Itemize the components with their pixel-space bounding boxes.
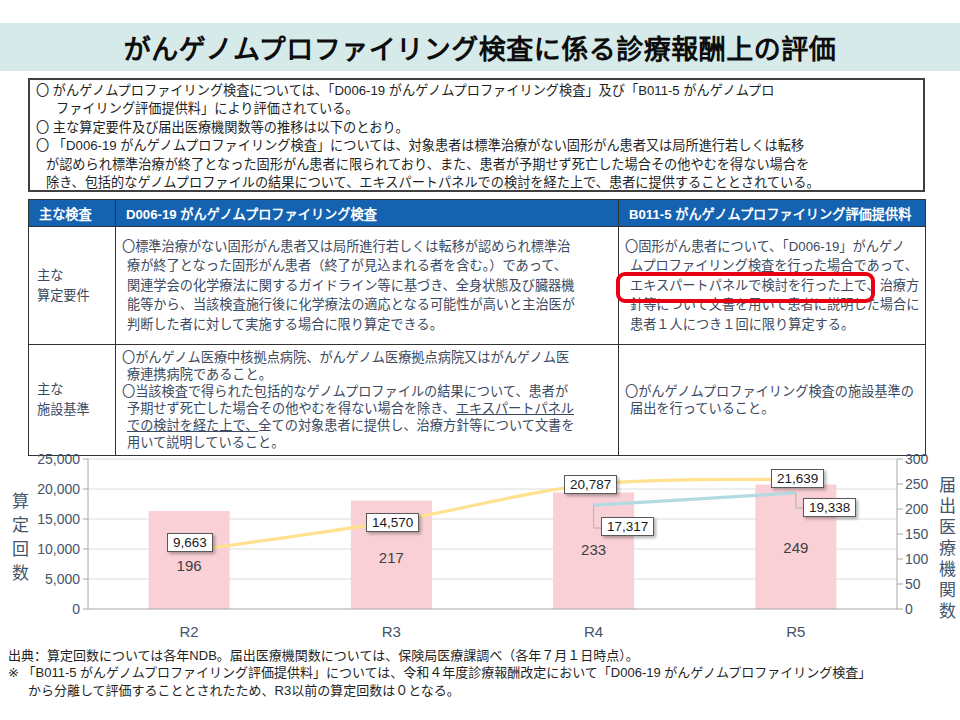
x-axis-label: R4 xyxy=(564,623,624,640)
chart-line xyxy=(189,479,796,551)
row-label-shisetsu: 主な 施設基準 xyxy=(29,345,116,456)
fee-table: 主な検査 D006-19 がんゲノムプロファイリング検査 B011-5 がんゲノ… xyxy=(28,199,926,456)
bar-value-label: 233 xyxy=(564,541,624,558)
y-axis-right-tick: 300 xyxy=(905,451,947,467)
table-header-d006: D006-19 がんゲノムプロファイリング検査 xyxy=(116,200,619,227)
y-axis-left-tick: 0 xyxy=(18,601,80,617)
intro-box: 〇 がんゲノムプロファイリング検査については、「D006-19 がんゲノムプロフ… xyxy=(28,78,925,192)
y-axis-left-tick: 25,000 xyxy=(18,451,80,467)
x-axis-label: R2 xyxy=(159,623,219,640)
intro-bullet-2: 〇 主な算定要件及び届出医療機関数等の推移は以下のとおり。 xyxy=(36,119,917,137)
cell-shisetsu-b011: 〇がんゲノムプロファイリング検査の施設基準の 届出を行っていること。 xyxy=(619,345,926,456)
data-label-d006: 9,663 xyxy=(167,533,213,552)
cell-shisetsu-d006: 〇がんゲノム医療中核拠点病院、がんゲノム医療拠点病院又はがんゲノム医 療連携病院… xyxy=(116,345,619,456)
data-label-d006: 21,639 xyxy=(771,469,824,488)
cell-santei-d006: 〇標準治療がない固形がん患者又は局所進行若しくは転移が認められ標準治 療が終了と… xyxy=(116,227,619,345)
footnote: ※ 「B011-5 がんゲノムプロファイリング評価提供料」については、令和４年度… xyxy=(8,664,871,699)
table-header-kensa: 主な検査 xyxy=(29,200,116,227)
y-axis-right-title: 届出医療機関数 xyxy=(933,476,958,623)
red-highlight-box xyxy=(616,272,875,303)
data-label-d006: 14,570 xyxy=(366,513,419,532)
source-note: 出典：算定回数については各年NDB。届出医療機関数については、保険局医療課調べ（… xyxy=(8,647,639,664)
x-axis-label: R3 xyxy=(361,623,421,640)
page-title: がんゲノムプロファイリング検査に係る診療報酬上の評価 xyxy=(124,28,837,67)
data-label-b011: 19,338 xyxy=(803,498,856,517)
intro-bullet-3: 〇 「D006-19 がんゲノムプロファイリング検査」については、対象患者は標準… xyxy=(36,137,917,192)
x-axis-label: R5 xyxy=(766,623,826,640)
title-band: がんゲノムプロファイリング検査に係る診療報酬上の評価 xyxy=(0,23,960,71)
bar-value-label: 217 xyxy=(361,549,421,566)
y-axis-left-title: 算定回数 xyxy=(6,492,31,588)
cell-santei-b011: 〇固形がん患者について、「D006-19」がんゲノムプロファイリング検査を行った… xyxy=(619,227,926,345)
data-label-d006: 20,787 xyxy=(564,475,617,494)
data-label-b011: 17,317 xyxy=(601,517,654,536)
intro-bullet-1: 〇 がんゲノムプロファイリング検査については、「D006-19 がんゲノムプロフ… xyxy=(36,82,917,119)
bar-value-label: 249 xyxy=(766,539,826,556)
row-label-santei: 主な 算定要件 xyxy=(29,227,116,345)
bar-value-label: 196 xyxy=(159,557,219,574)
table-header-b011: B011-5 がんゲノムプロファイリング評価提供料 xyxy=(619,200,926,227)
